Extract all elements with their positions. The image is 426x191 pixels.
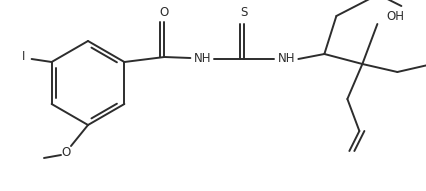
Text: O: O <box>61 146 71 159</box>
Text: OH: OH <box>386 10 404 23</box>
Text: O: O <box>160 6 169 19</box>
Text: I: I <box>22 50 25 63</box>
Text: NH: NH <box>194 53 211 66</box>
Text: S: S <box>241 6 248 19</box>
Text: NH: NH <box>278 53 295 66</box>
